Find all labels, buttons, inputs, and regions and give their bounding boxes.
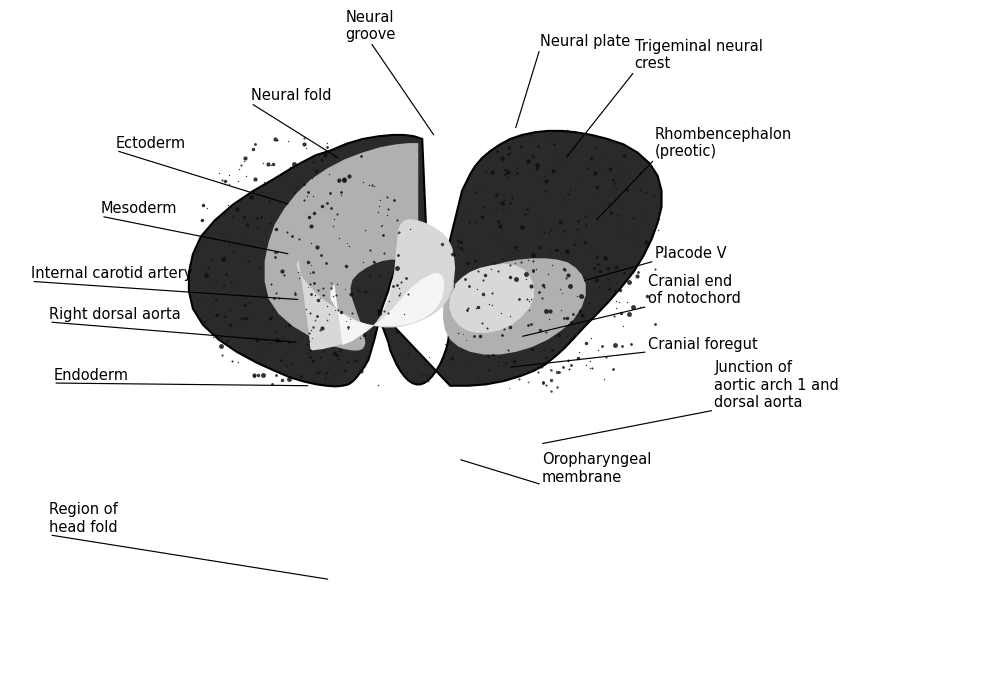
Polygon shape	[265, 143, 418, 350]
Polygon shape	[443, 259, 586, 354]
Text: Endoderm: Endoderm	[53, 368, 128, 383]
Text: Oropharyngeal
membrane: Oropharyngeal membrane	[542, 452, 651, 485]
Polygon shape	[297, 219, 455, 350]
Text: Right dorsal aorta: Right dorsal aorta	[49, 307, 181, 322]
Polygon shape	[189, 131, 662, 386]
Text: Internal carotid artery: Internal carotid artery	[31, 266, 193, 281]
Text: Cranial end
of notochord: Cranial end of notochord	[648, 274, 740, 306]
Text: Trigeminal neural
crest: Trigeminal neural crest	[635, 39, 763, 71]
Polygon shape	[330, 273, 444, 345]
Text: Cranial foregut: Cranial foregut	[648, 337, 757, 352]
Text: Region of
head fold: Region of head fold	[49, 503, 118, 535]
Text: Junction of
aortic arch 1 and
dorsal aorta: Junction of aortic arch 1 and dorsal aor…	[714, 360, 839, 410]
Text: Mesoderm: Mesoderm	[101, 201, 178, 216]
Polygon shape	[449, 264, 534, 333]
Text: Ectoderm: Ectoderm	[116, 135, 186, 150]
Text: Neural plate: Neural plate	[540, 34, 630, 49]
Text: Neural fold: Neural fold	[251, 88, 331, 103]
Text: Placode V: Placode V	[655, 246, 726, 261]
Text: Rhombencephalon
(preotic): Rhombencephalon (preotic)	[655, 127, 792, 159]
Text: Neural
groove: Neural groove	[345, 10, 396, 42]
